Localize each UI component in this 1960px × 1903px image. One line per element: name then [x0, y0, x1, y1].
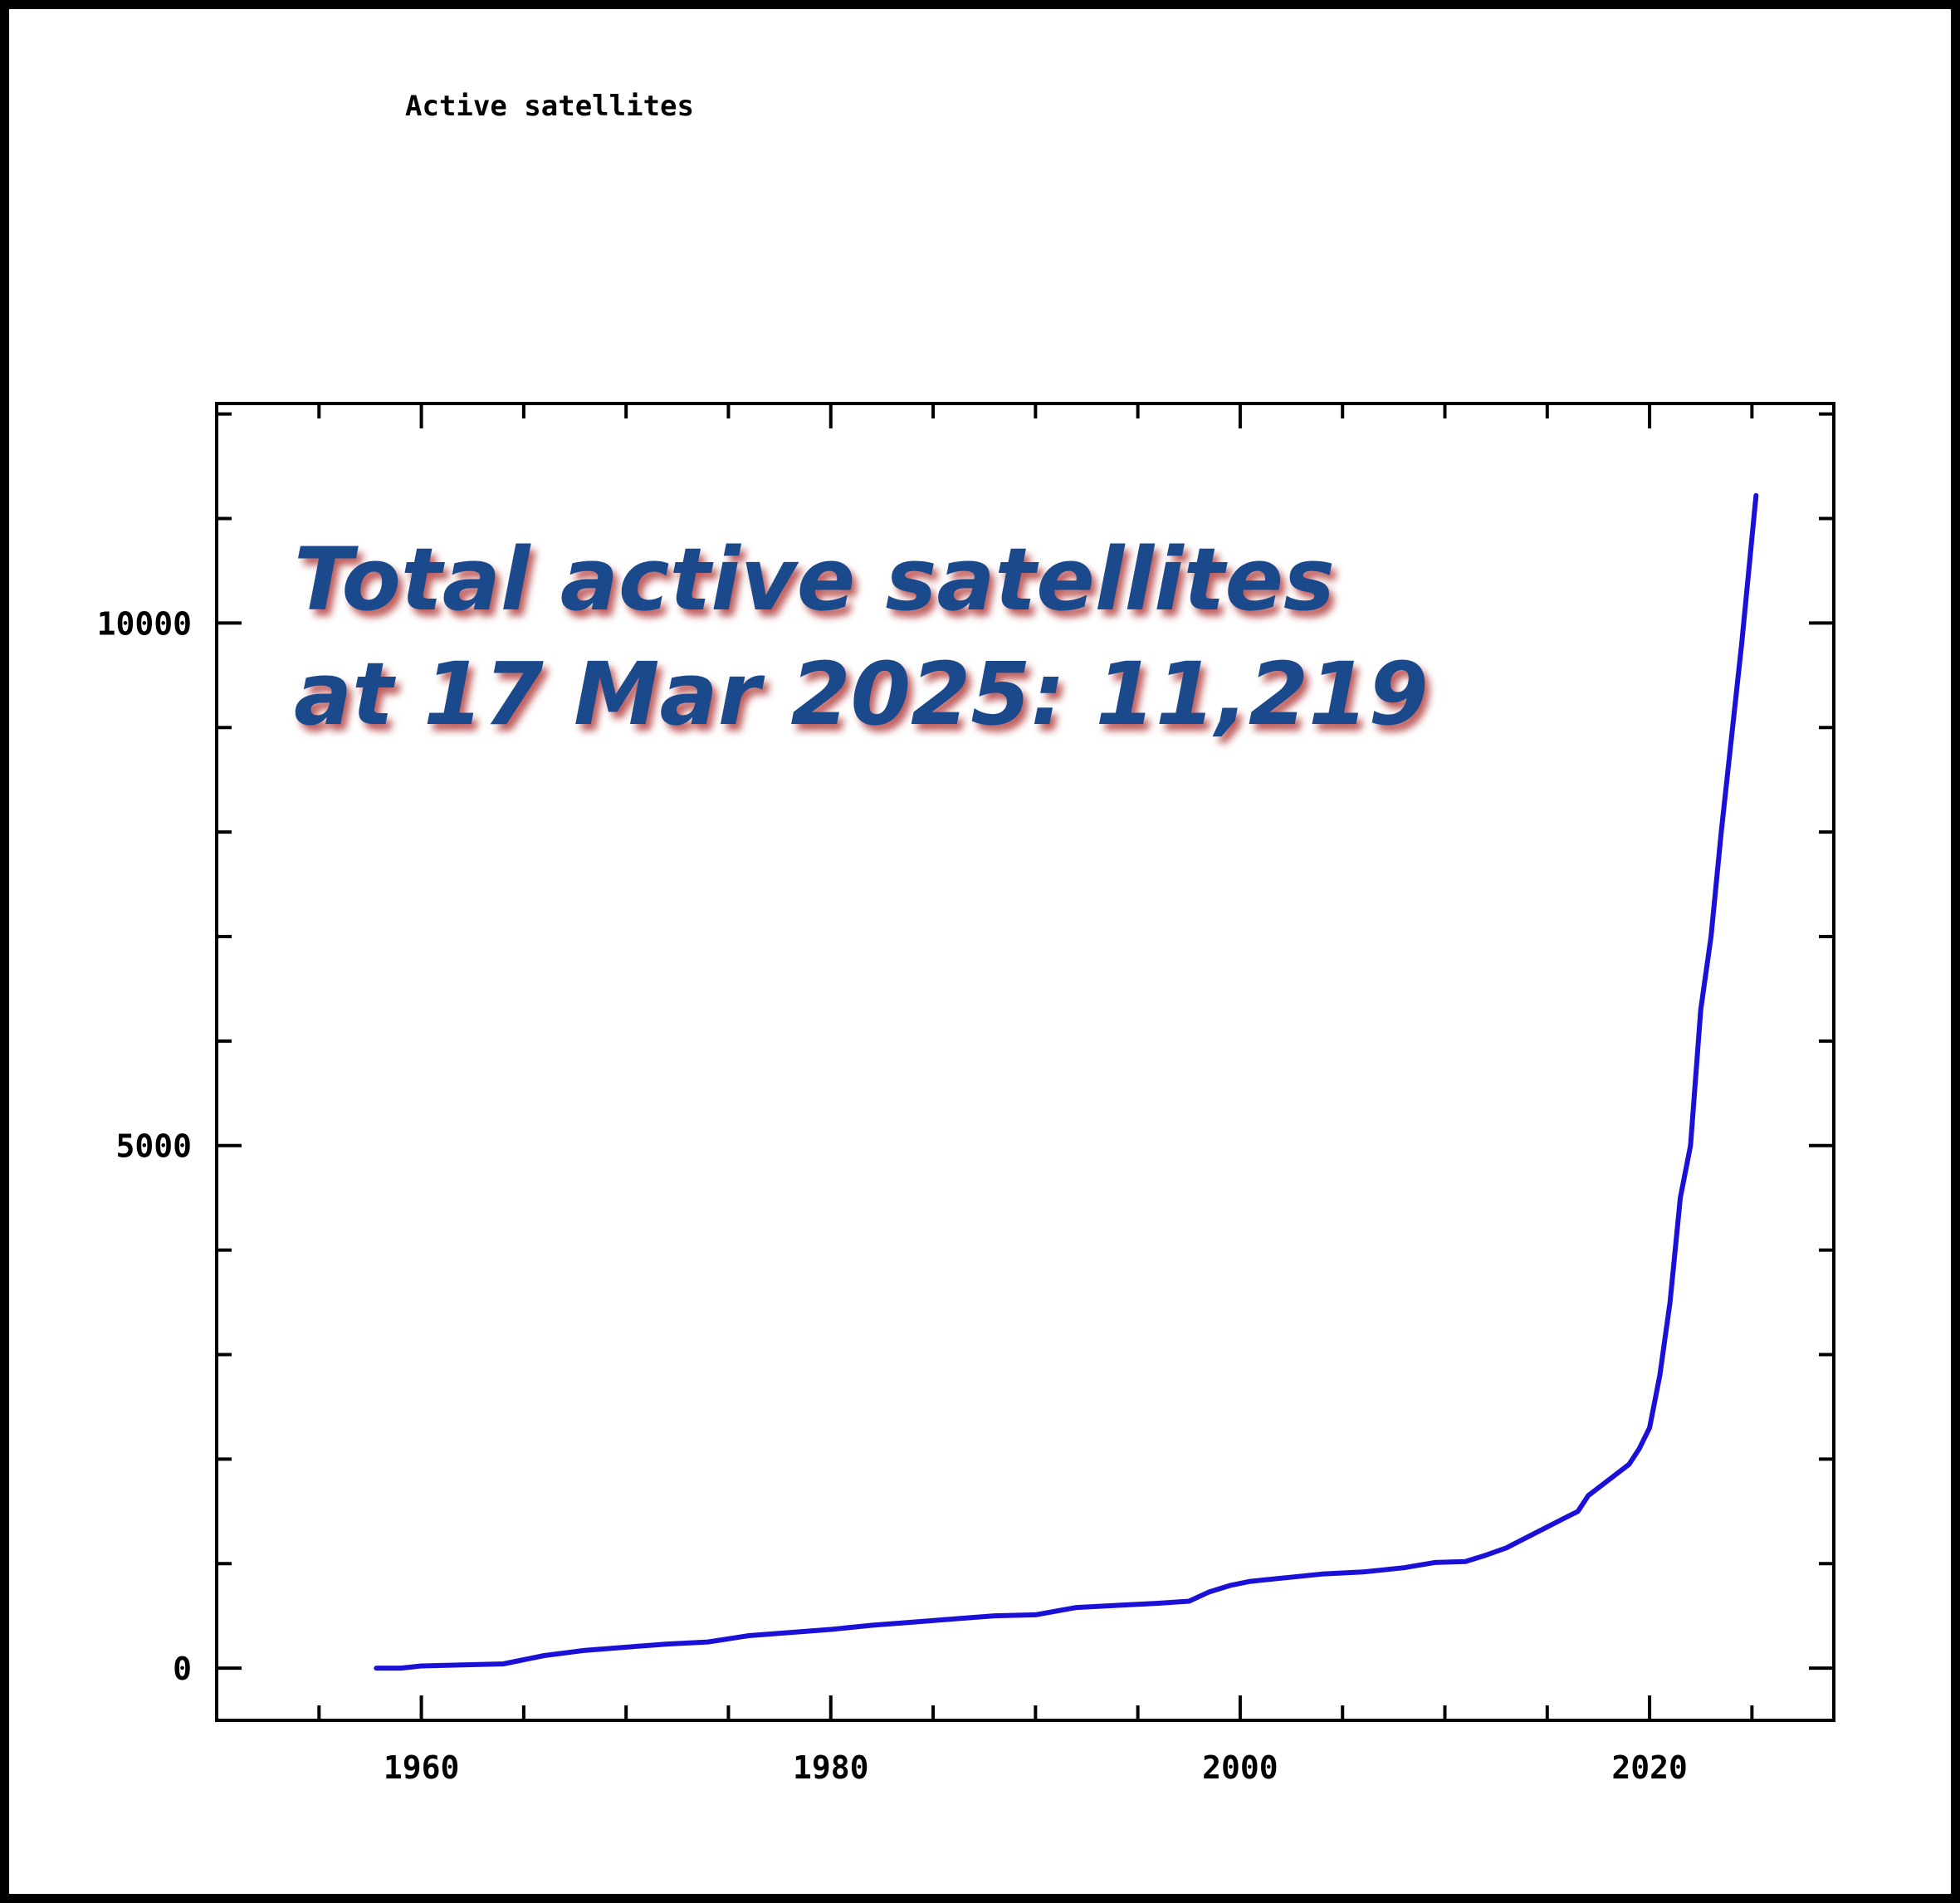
- series-layer: [374, 492, 1759, 1671]
- y-tick-label: 0: [173, 1651, 192, 1687]
- chart-title: Active satellites: [405, 90, 694, 123]
- y-tick-label: 10000: [97, 605, 192, 642]
- tick-labels: 1960 1980 2000 2020 0 5000 10000: [97, 605, 1688, 1786]
- active-satellites-line: [374, 492, 1759, 1671]
- chart-frame: Active satellites 1960 1980 2000 2020 0 5000 1…: [9, 9, 1951, 1894]
- x-tick-label: 2020: [1611, 1749, 1688, 1786]
- annotation-line-2: at 17 Mar 2025: 11,219: [294, 643, 1429, 745]
- y-tick-label: 5000: [115, 1128, 192, 1165]
- x-tick-label: 1980: [793, 1749, 869, 1786]
- active-satellites-chart: Active satellites 1960 1980 2000 2020050001…: [97, 90, 1835, 1786]
- axis-ticks: [217, 404, 1834, 1720]
- plot-frame: [215, 402, 1835, 1722]
- total-annotation: Total active satellites at 17 Mar 2025: …: [294, 522, 1622, 751]
- annotation-line-1: Total active satellites: [294, 529, 1335, 630]
- x-tick-label: 1960: [384, 1749, 460, 1786]
- x-tick-label: 2000: [1202, 1749, 1278, 1786]
